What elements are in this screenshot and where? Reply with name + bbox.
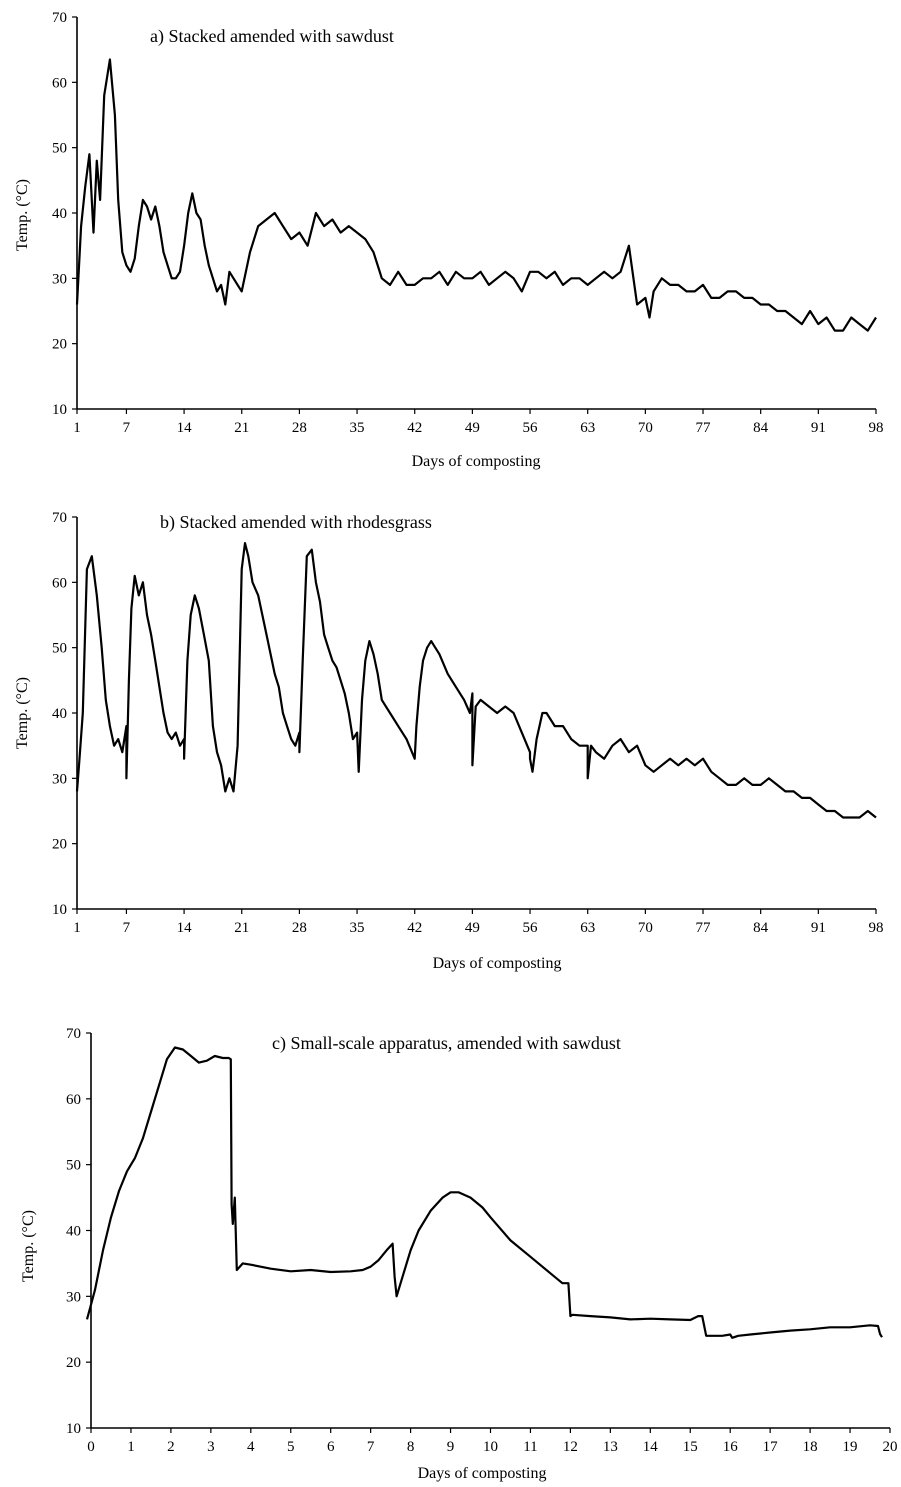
x-tick-label: 19 — [843, 1439, 858, 1455]
y-tick-label: 30 — [52, 771, 67, 787]
x-tick-label: 7 — [123, 420, 131, 436]
x-tick-label: 1 — [73, 920, 81, 936]
x-tick-label: 1 — [73, 420, 81, 436]
x-tick-label: 56 — [523, 920, 539, 936]
x-tick-label: 14 — [177, 420, 193, 436]
y-tick-label: 70 — [52, 510, 67, 526]
x-tick-label: 98 — [869, 420, 884, 436]
y-tick-label: 50 — [52, 141, 67, 157]
x-tick-label: 63 — [580, 920, 595, 936]
x-tick-label: 14 — [643, 1439, 659, 1455]
x-tick-label: 4 — [247, 1439, 255, 1455]
y-axis-title: Temp. (°C) — [20, 1210, 37, 1282]
x-tick-label: 1 — [127, 1439, 135, 1455]
x-tick-label: 84 — [753, 420, 769, 436]
x-tick-label: 49 — [465, 920, 480, 936]
x-tick-label: 35 — [350, 920, 365, 936]
x-tick-label: 14 — [177, 920, 193, 936]
x-axis-title: Days of composting — [412, 453, 541, 470]
x-tick-label: 2 — [167, 1439, 175, 1455]
x-tick-label: 21 — [234, 420, 249, 436]
temperature-line — [85, 1046, 883, 1339]
x-tick-label: 77 — [696, 920, 712, 936]
x-axis-title: Days of composting — [418, 1465, 547, 1482]
y-tick-label: 20 — [52, 337, 67, 353]
y-tick-label: 60 — [66, 1092, 81, 1108]
y-tick-label: 70 — [66, 1026, 81, 1042]
x-axis-title: Days of composting — [433, 955, 562, 972]
x-tick-label: 20 — [883, 1439, 898, 1455]
x-tick-label: 6 — [327, 1439, 335, 1455]
x-tick-label: 63 — [580, 420, 595, 436]
x-tick-label: 91 — [811, 420, 826, 436]
x-tick-label: 70 — [638, 420, 653, 436]
x-tick-label: 16 — [723, 1439, 739, 1455]
x-tick-label: 70 — [638, 920, 653, 936]
y-tick-label: 10 — [66, 1421, 81, 1437]
y-axis-title: Temp. (°C) — [14, 677, 31, 749]
x-tick-label: 91 — [811, 920, 826, 936]
x-tick-label: 9 — [447, 1439, 455, 1455]
x-tick-label: 77 — [696, 420, 712, 436]
y-tick-label: 40 — [52, 706, 67, 722]
x-tick-label: 84 — [753, 920, 769, 936]
x-tick-label: 7 — [367, 1439, 375, 1455]
chart-title: b) Stacked amended with rhodesgrass — [160, 512, 432, 533]
chart-panel-b: b) Stacked amended with rhodesgrass Temp… — [14, 510, 884, 972]
x-tick-label: 28 — [292, 920, 307, 936]
x-tick-label: 42 — [407, 420, 422, 436]
chart-title: a) Stacked amended with sawdust — [150, 26, 394, 47]
y-tick-label: 40 — [52, 206, 67, 222]
x-tick-label: 49 — [465, 420, 480, 436]
y-tick-label: 50 — [66, 1158, 81, 1174]
x-tick-label: 15 — [683, 1439, 698, 1455]
y-tick-label: 10 — [52, 402, 67, 418]
y-tick-label: 20 — [66, 1355, 81, 1371]
x-tick-label: 35 — [350, 420, 365, 436]
x-tick-label: 18 — [803, 1439, 818, 1455]
y-axis-title: Temp. (°C) — [14, 179, 31, 251]
x-tick-label: 56 — [523, 420, 539, 436]
chart-panel-a: a) Stacked amended with sawdust Temp. (°… — [14, 10, 884, 470]
x-tick-label: 0 — [87, 1439, 95, 1455]
y-tick-label: 60 — [52, 75, 67, 91]
y-tick-label: 10 — [52, 902, 67, 918]
y-tick-label: 70 — [52, 10, 67, 26]
x-tick-label: 10 — [483, 1439, 498, 1455]
x-tick-label: 12 — [563, 1439, 578, 1455]
temperature-line — [75, 58, 877, 332]
y-tick-label: 20 — [52, 837, 67, 853]
x-tick-label: 28 — [292, 420, 307, 436]
x-tick-label: 5 — [287, 1439, 295, 1455]
temperature-line — [75, 541, 877, 819]
x-tick-label: 8 — [407, 1439, 415, 1455]
x-tick-label: 42 — [407, 920, 422, 936]
x-tick-label: 17 — [763, 1439, 779, 1455]
y-tick-label: 50 — [52, 641, 67, 657]
y-tick-label: 30 — [66, 1289, 81, 1305]
y-tick-label: 60 — [52, 575, 67, 591]
x-tick-label: 13 — [603, 1439, 618, 1455]
x-tick-label: 11 — [523, 1439, 537, 1455]
x-tick-label: 3 — [207, 1439, 215, 1455]
x-tick-label: 21 — [234, 920, 249, 936]
y-tick-label: 30 — [52, 271, 67, 287]
chart-panel-c: c) Small-scale apparatus, amended with s… — [20, 1026, 898, 1482]
y-tick-label: 40 — [66, 1224, 81, 1240]
x-tick-label: 7 — [123, 920, 131, 936]
x-tick-label: 98 — [869, 920, 884, 936]
chart-title: c) Small-scale apparatus, amended with s… — [272, 1033, 621, 1054]
